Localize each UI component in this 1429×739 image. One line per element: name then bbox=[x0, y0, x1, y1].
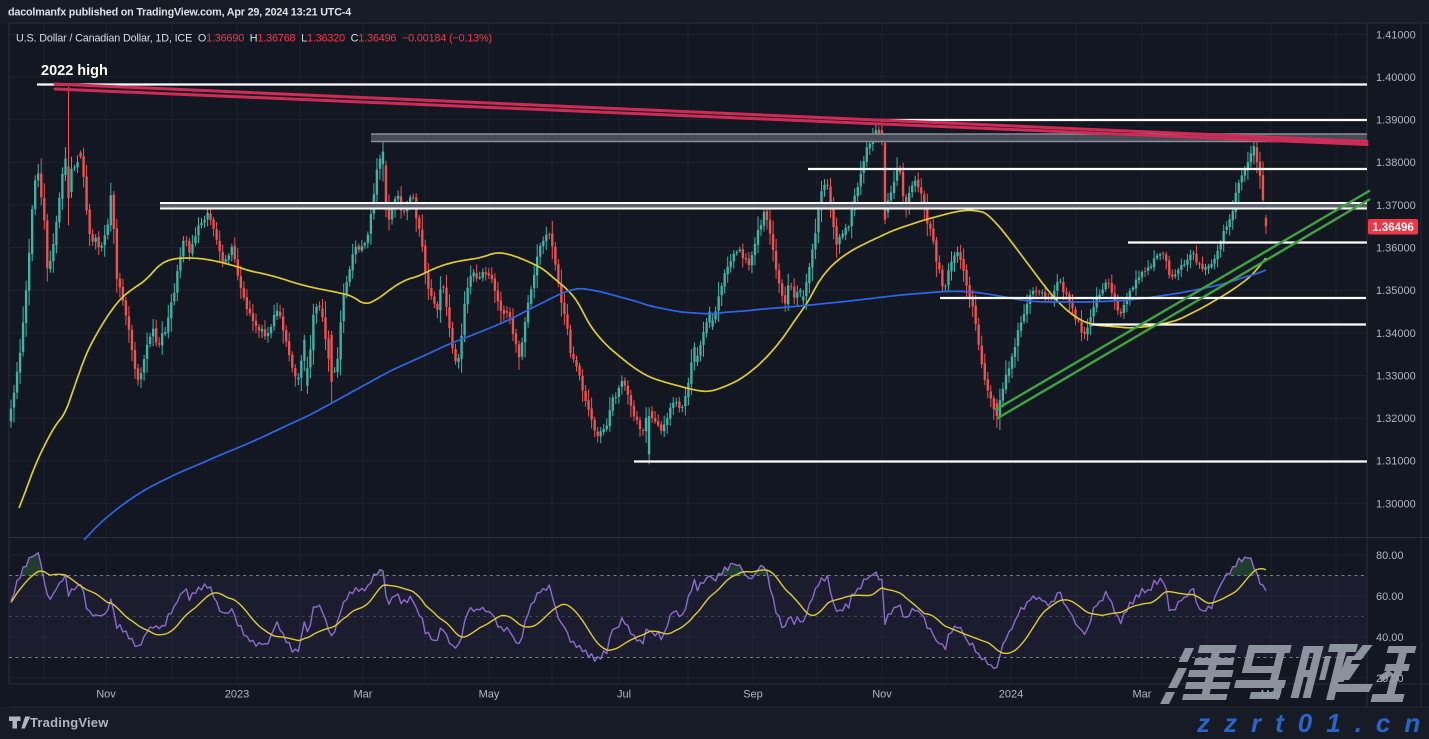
svg-text:Sep: Sep bbox=[743, 689, 763, 701]
svg-text:40.00: 40.00 bbox=[1376, 632, 1404, 644]
svg-text:1.36000: 1.36000 bbox=[1376, 243, 1416, 255]
svg-text:zzrt01.cn: zzrt01.cn bbox=[1196, 708, 1429, 738]
svg-text:60.00: 60.00 bbox=[1376, 591, 1404, 603]
svg-text:Nov: Nov bbox=[872, 689, 892, 701]
svg-text:Nov: Nov bbox=[96, 689, 116, 701]
svg-text:Mar: Mar bbox=[354, 689, 373, 701]
svg-text:May: May bbox=[479, 689, 500, 701]
svg-text:1.35000: 1.35000 bbox=[1376, 285, 1416, 297]
svg-text:2024: 2024 bbox=[999, 689, 1023, 701]
svg-text:2023: 2023 bbox=[225, 689, 249, 701]
svg-text:1.32000: 1.32000 bbox=[1376, 413, 1416, 425]
svg-text:1.38000: 1.38000 bbox=[1376, 157, 1416, 169]
svg-text:80.00: 80.00 bbox=[1376, 550, 1404, 562]
svg-text:1.33000: 1.33000 bbox=[1376, 371, 1416, 383]
svg-text:1.34000: 1.34000 bbox=[1376, 328, 1416, 340]
svg-text:dacolmanfx published on Tradin: dacolmanfx published on TradingView.com,… bbox=[8, 7, 351, 19]
svg-text:1.41000: 1.41000 bbox=[1376, 29, 1416, 41]
svg-text:Jul: Jul bbox=[617, 689, 631, 701]
svg-text:Mar: Mar bbox=[1133, 689, 1152, 701]
svg-text:1.30000: 1.30000 bbox=[1376, 498, 1416, 510]
svg-text:2022 high: 2022 high bbox=[41, 63, 108, 79]
svg-text:TradingView: TradingView bbox=[30, 715, 109, 730]
svg-text:1.39000: 1.39000 bbox=[1376, 115, 1416, 127]
svg-text:1.31000: 1.31000 bbox=[1376, 456, 1416, 468]
svg-text:U.S. Dollar / Canadian Dollar,: U.S. Dollar / Canadian Dollar, 1D, ICE O… bbox=[16, 33, 492, 45]
svg-text:1.37000: 1.37000 bbox=[1376, 200, 1416, 212]
svg-text:1.40000: 1.40000 bbox=[1376, 72, 1416, 84]
svg-text:1.36496: 1.36496 bbox=[1372, 222, 1414, 234]
